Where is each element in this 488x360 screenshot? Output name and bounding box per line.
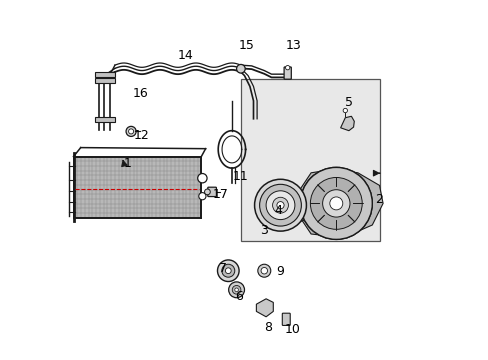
Circle shape (322, 190, 349, 217)
FancyBboxPatch shape (207, 187, 216, 197)
Text: 9: 9 (276, 265, 284, 278)
Circle shape (197, 174, 206, 183)
Circle shape (254, 179, 306, 231)
Circle shape (291, 202, 305, 216)
Circle shape (225, 268, 231, 274)
Circle shape (265, 191, 294, 220)
Circle shape (128, 129, 133, 134)
Text: 17: 17 (213, 188, 228, 201)
Circle shape (261, 267, 267, 274)
Circle shape (222, 264, 234, 277)
Text: 10: 10 (285, 323, 301, 336)
Circle shape (259, 184, 301, 226)
Text: 1: 1 (123, 157, 131, 170)
Circle shape (329, 197, 342, 210)
Text: 6: 6 (235, 291, 243, 303)
Circle shape (309, 176, 363, 230)
FancyBboxPatch shape (284, 67, 291, 79)
Text: 13: 13 (285, 39, 300, 51)
Polygon shape (340, 116, 354, 131)
Bar (95, 72, 115, 77)
Circle shape (343, 108, 347, 113)
Circle shape (126, 126, 136, 136)
Text: 14: 14 (177, 49, 193, 62)
Circle shape (310, 177, 362, 229)
Circle shape (217, 260, 239, 282)
Text: 2: 2 (375, 193, 383, 206)
Circle shape (199, 193, 205, 200)
Text: 8: 8 (264, 321, 271, 334)
Text: 11: 11 (233, 170, 248, 183)
Circle shape (320, 187, 352, 220)
Circle shape (234, 288, 238, 292)
Circle shape (236, 64, 244, 73)
Circle shape (328, 195, 344, 211)
Text: 15: 15 (238, 39, 254, 51)
FancyBboxPatch shape (282, 313, 289, 325)
Circle shape (232, 285, 241, 294)
Text: 4: 4 (274, 204, 282, 217)
Circle shape (300, 167, 371, 239)
Circle shape (204, 189, 210, 195)
Circle shape (228, 282, 244, 298)
Circle shape (272, 197, 288, 213)
Text: 12: 12 (134, 129, 149, 141)
Circle shape (276, 202, 284, 209)
Circle shape (285, 66, 289, 70)
Polygon shape (300, 169, 382, 238)
Text: 16: 16 (132, 87, 148, 100)
Circle shape (300, 167, 371, 239)
Bar (95, 78, 115, 83)
Circle shape (285, 196, 310, 221)
Polygon shape (73, 157, 201, 218)
Circle shape (257, 264, 270, 277)
Polygon shape (256, 299, 273, 317)
Text: 5: 5 (344, 96, 352, 109)
Bar (95, 117, 115, 122)
Text: 7: 7 (219, 262, 226, 275)
Bar (241, 79, 379, 241)
Text: 3: 3 (260, 224, 268, 237)
